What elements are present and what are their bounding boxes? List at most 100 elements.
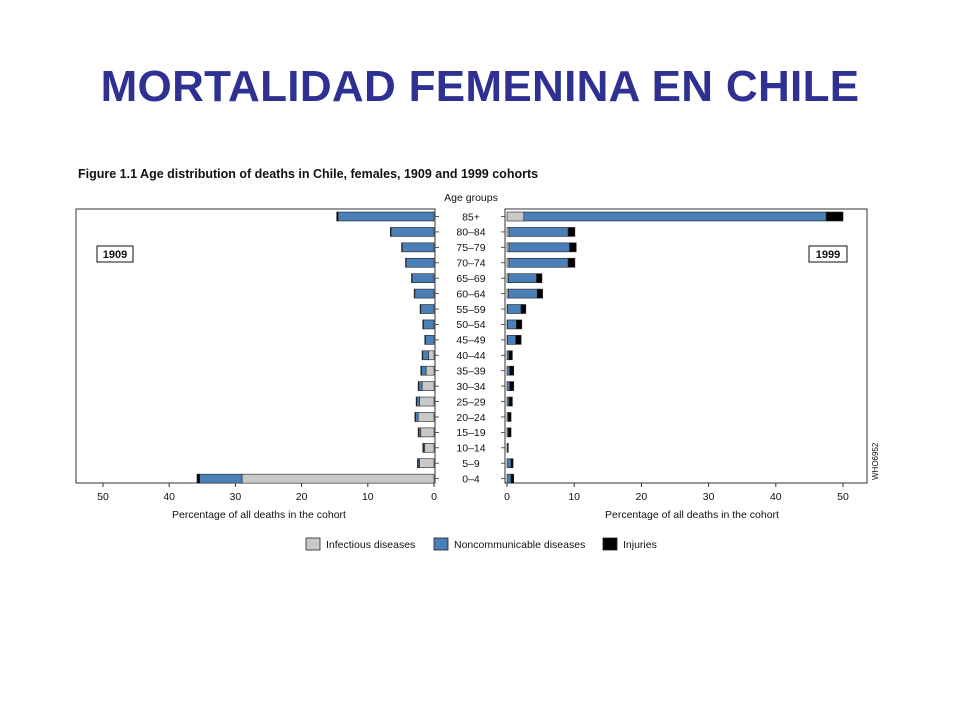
c1909-bar-55-59-noncommunicable-diseases [420, 304, 435, 314]
c1909-bar-35-39-infectious-diseases [425, 365, 435, 376]
c1999-bar-70-74-infectious-diseases [506, 257, 510, 268]
c1999-bar-0-4-noncommunicable-diseases [506, 473, 512, 484]
c1999-bar-85-infectious-diseases [506, 211, 525, 222]
age-axis-title: Age groups [444, 192, 498, 204]
c1909-bar-0-4-infectious-diseases [241, 473, 435, 484]
c1999-bar-40-44-injuries [508, 350, 513, 361]
c1999-bar-20-24-injuries [508, 412, 512, 422]
chart-legend: Infectious diseases Noncommunicable disea… [305, 537, 657, 551]
c1909-tick-label: 40 [163, 491, 175, 503]
c1999-bar-70-74-injuries [567, 257, 576, 268]
age-label-75-79: 75–79 [456, 242, 485, 254]
c1909-bar-5-9-injuries [417, 458, 419, 469]
c1999-bar-5-9-injuries [510, 458, 514, 469]
age-label-0-4: 0–4 [462, 473, 480, 485]
year-box-1999 [808, 245, 848, 263]
c1909-bar-80-84-noncommunicable-diseases [390, 227, 435, 237]
age-label-10-14: 10–14 [456, 443, 485, 455]
year-box-1909 [96, 245, 134, 263]
c1909-tick-label: 30 [230, 491, 242, 503]
c1909-bar-25-29-noncommunicable-diseases [416, 396, 420, 407]
c1999-tick-label: 50 [837, 491, 849, 503]
age-label-30-34: 30–34 [456, 381, 485, 393]
c1909-bar-85-noncommunicable-diseases [337, 211, 435, 222]
c1999-bar-45-49-noncommunicable-diseases [507, 335, 517, 345]
c1999-bar-15-19-injuries [508, 427, 512, 438]
c1999-bar-35-39-injuries [509, 365, 515, 376]
x-axis-label-1909: Percentage of all deaths in the cohort [172, 509, 346, 521]
age-label-45-49: 45–49 [456, 335, 485, 347]
c1909-bar-70-74-noncommunicable-diseases [405, 257, 435, 268]
figure-title: Figure 1.1 Age distribution of deaths in… [78, 167, 538, 181]
c1999-tick-label: 40 [770, 491, 782, 503]
c1999-bar-50-54-noncommunicable-diseases [507, 319, 517, 330]
c1999-bar-50-54-injuries [516, 319, 523, 330]
c1909-bar-15-19-infectious-diseases [420, 427, 435, 438]
c1909-bar-35-39-noncommunicable-diseases [421, 365, 427, 376]
c1999-bar-45-49-injuries [515, 335, 522, 345]
year-label-1909: 1909 [103, 249, 127, 261]
c1909-bar-45-49-injuries [424, 335, 426, 345]
c1909-bar-40-44-noncommunicable-diseases [422, 350, 430, 361]
age-label-60-64: 60–64 [456, 288, 485, 300]
c1909-bar-75-79-injuries [401, 242, 403, 253]
year-label-1999: 1999 [816, 249, 840, 261]
c1999-bar-70-74-noncommunicable-diseases [508, 257, 569, 268]
c1909-bar-40-44-infectious-diseases [428, 350, 435, 361]
panel-1909: 50 40 30 20 10 0 1909 Percentage of all death… [75, 208, 437, 521]
legend-swatch-noncommunicable-diseases [433, 537, 449, 551]
c1909-bar-45-49-noncommunicable-diseases [425, 335, 435, 345]
c1999-bar-75-79-infectious-diseases [506, 242, 510, 253]
c1999-bar-75-79-noncommunicable-diseases [508, 242, 570, 253]
c1909-bar-30-34-injuries [417, 381, 420, 391]
c1909-bar-50-54-noncommunicable-diseases [423, 319, 435, 330]
c1999-tick-label: 10 [568, 491, 580, 503]
c1909-bar-10-14-injuries [422, 442, 424, 453]
c1999-bar-60-64-injuries [536, 288, 543, 299]
c1909-bar-35-39-injuries [420, 365, 422, 376]
c1999-tick-label: 0 [504, 491, 510, 503]
c1909-tick-label: 0 [431, 491, 437, 503]
c1909-bar-55-59-injuries [419, 304, 422, 314]
c1909-bar-25-29-injuries [415, 396, 418, 407]
c1909-tick-label: 10 [362, 491, 374, 503]
c1909-bar-40-44-injuries [421, 350, 424, 361]
c1909-tick-label: 50 [97, 491, 109, 503]
c1999-tick-label: 20 [636, 491, 648, 503]
age-label-55-59: 55–59 [456, 304, 485, 316]
c1909-bar-20-24-injuries [414, 412, 416, 422]
c1999-bar-30-34-noncommunicable-diseases [506, 381, 510, 391]
c1909-tick-label: 20 [296, 491, 308, 503]
slide-title: MORTALIDAD FEMENINA EN CHILE [100, 62, 860, 111]
c1909-bar-60-64-noncommunicable-diseases [414, 288, 435, 299]
c1999-bar-5-9-noncommunicable-diseases [506, 458, 512, 469]
c1999-bar-80-84-noncommunicable-diseases [508, 227, 569, 237]
c1999-bar-85-injuries [825, 211, 844, 222]
c1909-bar-85-injuries [336, 211, 339, 222]
c1909-bar-80-84-injuries [390, 227, 392, 237]
c1909-bar-50-54-injuries [422, 319, 424, 330]
c1999-bar-35-39-noncommunicable-diseases [506, 365, 510, 376]
c1909-bar-25-29-infectious-diseases [419, 396, 435, 407]
c1909-bar-0-4-noncommunicable-diseases [199, 473, 243, 484]
c1999-bar-55-59-noncommunicable-diseases [507, 304, 522, 314]
age-group-labels: 85+ 80–84 75–79 70–74 65–69 60–64 55–59 50–54 45… [435, 211, 505, 485]
c1999-bar-25-29-noncommunicable-diseases [506, 396, 510, 407]
age-label-50-54: 50–54 [456, 319, 485, 331]
c1999-bar-25-29-injuries [508, 396, 513, 407]
age-label-20-24: 20–24 [456, 412, 485, 424]
age-label-35-39: 35–39 [456, 366, 485, 378]
c1999-bar-55-59-injuries [520, 304, 527, 314]
age-label-65-69: 65–69 [456, 273, 485, 285]
c1909-bar-70-74-injuries [405, 257, 407, 268]
c1999-bar-65-69-noncommunicable-diseases [508, 273, 537, 283]
c1909-bar-30-34-noncommunicable-diseases [418, 381, 423, 391]
c1999-bar-60-64-noncommunicable-diseases [508, 288, 538, 299]
c1999-tick-label: 30 [703, 491, 715, 503]
c1999-bar-85-noncommunicable-diseases [523, 211, 827, 222]
c1999-bar-0-4-injuries [510, 473, 515, 484]
c1999-bar-30-34-injuries [509, 381, 515, 391]
figure-code: WHO6952 [871, 442, 880, 480]
panel-1999: 0 10 20 30 40 50 1999 Percentage of all death… [504, 208, 880, 521]
